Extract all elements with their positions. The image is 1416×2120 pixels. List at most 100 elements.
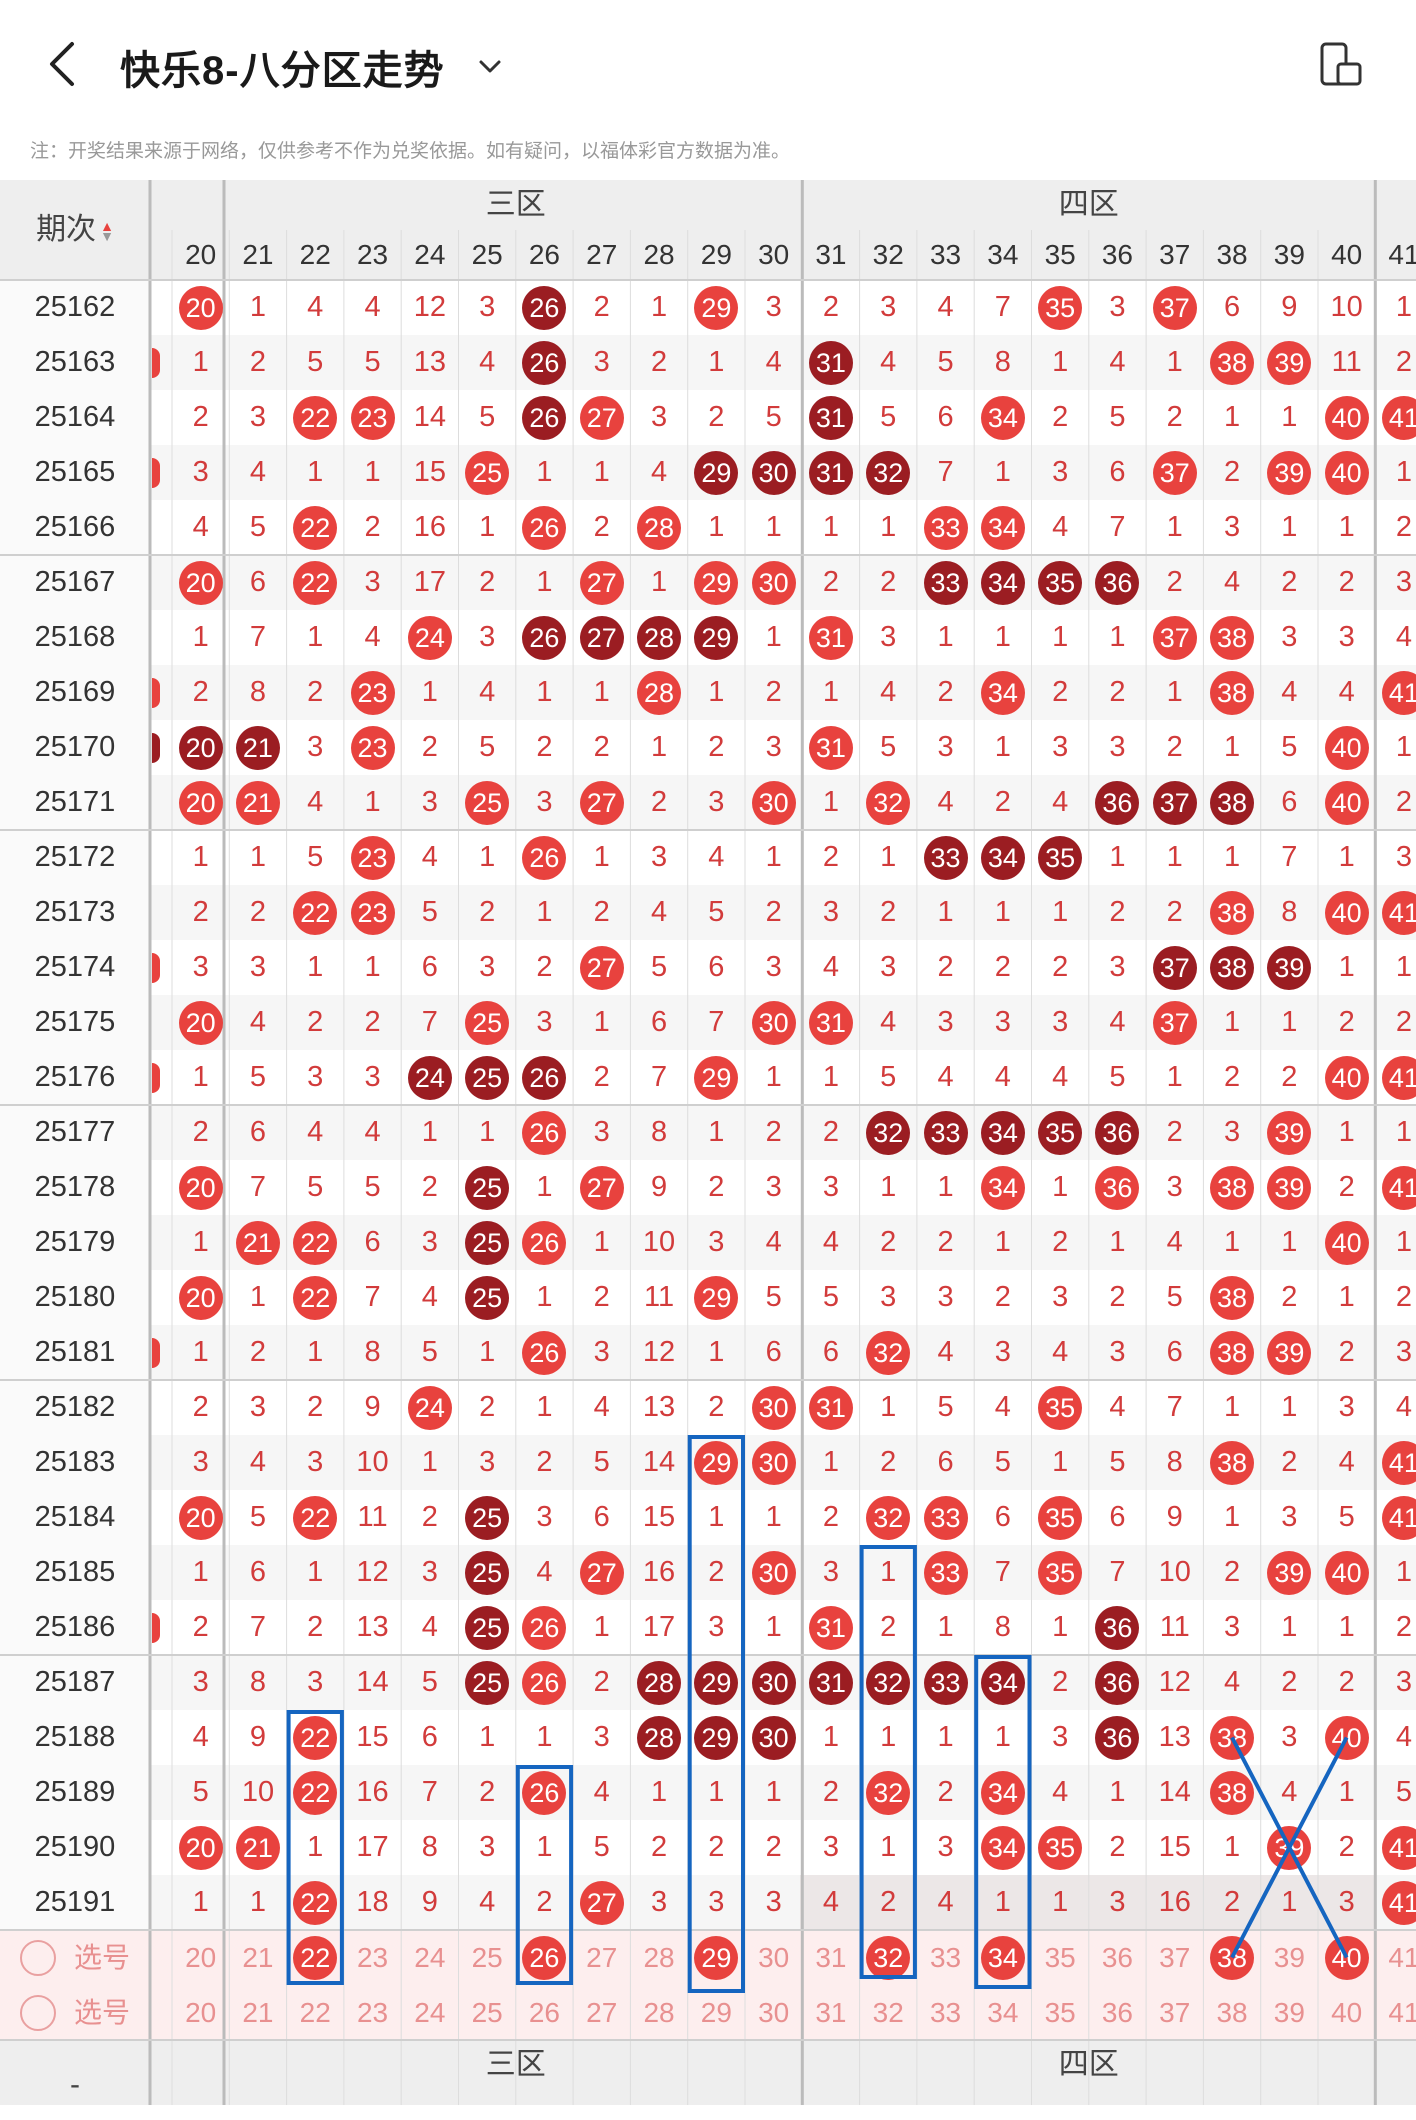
select-cell-37[interactable]: 37: [1159, 1997, 1191, 2028]
column-header-27[interactable]: 27: [586, 239, 618, 270]
select-cell-24[interactable]: 24: [414, 1942, 446, 1973]
column-header-24[interactable]: 24: [414, 239, 446, 270]
column-header-33[interactable]: 33: [929, 239, 962, 270]
trend-cell-33-ball: 33: [923, 560, 968, 605]
device-rotate-icon[interactable]: [1318, 42, 1364, 88]
trend-cell-25-ball: 25: [465, 1165, 510, 1210]
column-header-40[interactable]: 40: [1331, 239, 1363, 270]
select-cell-25[interactable]: 25: [471, 1942, 503, 1973]
select-cell-31[interactable]: 31: [815, 1942, 847, 1973]
select-cell-22-ball[interactable]: 22: [293, 1935, 338, 1980]
column-header-22[interactable]: 22: [299, 239, 331, 270]
trend-cell-41: 3: [1395, 1666, 1413, 1698]
trend-cell-29-ball: 29: [694, 285, 739, 330]
trend-cell-20: 2: [192, 1116, 209, 1148]
trend-cell-23: 17: [356, 1831, 389, 1863]
trend-cell-32: 2: [880, 1226, 897, 1258]
select-cell-23[interactable]: 23: [356, 1942, 389, 1973]
column-header-23[interactable]: 23: [356, 239, 389, 270]
column-header-36[interactable]: 36: [1101, 239, 1134, 270]
trend-cell-25-ball: 25: [465, 1275, 510, 1320]
column-header-34[interactable]: 34: [987, 239, 1019, 270]
select-cell-41[interactable]: 41: [1388, 1942, 1416, 1973]
trend-cell-32: 2: [880, 1446, 897, 1478]
select-cell-34-ball[interactable]: 34: [980, 1935, 1025, 1980]
trend-cell-39: 1: [1281, 1006, 1298, 1038]
select-cell-27[interactable]: 27: [586, 1997, 618, 2028]
trend-cell-39-ball: 39: [1267, 1550, 1312, 1595]
trend-cell-30-ball: 30: [751, 1715, 796, 1760]
select-cell-39[interactable]: 39: [1273, 1997, 1305, 2028]
select-cell-25[interactable]: 25: [471, 1997, 503, 2028]
select-cell-26-ball[interactable]: 26: [522, 1935, 567, 1980]
column-header-39[interactable]: 39: [1273, 239, 1305, 270]
select-cell-28[interactable]: 28: [643, 1997, 675, 2028]
trend-cell-31: 1: [822, 1721, 840, 1753]
trend-cell-25: 2: [479, 566, 496, 598]
trend-cell-22: 3: [307, 1446, 324, 1478]
column-header-21[interactable]: 21: [242, 239, 274, 270]
trend-cell-29-ball: 29: [694, 1660, 739, 1705]
select-cell-24[interactable]: 24: [414, 1997, 446, 2028]
select-radio[interactable]: [20, 1994, 56, 2031]
select-cell-26[interactable]: 26: [528, 1997, 561, 2028]
trend-cell-36-ball: 36: [1095, 560, 1140, 605]
select-cell-32[interactable]: 32: [872, 1997, 904, 2028]
trend-cell-29: 7: [708, 1006, 725, 1038]
select-cell-35[interactable]: 35: [1044, 1942, 1076, 1973]
select-cell-29-ball[interactable]: 29: [694, 1935, 739, 1980]
column-header-30[interactable]: 30: [758, 239, 790, 270]
select-cell-23[interactable]: 23: [356, 1997, 389, 2028]
select-cell-40-ball[interactable]: 40: [1324, 1935, 1369, 1980]
select-cell-37[interactable]: 37: [1159, 1942, 1191, 1973]
select-cell-36[interactable]: 36: [1101, 1942, 1134, 1973]
trend-cell-23: 1: [364, 786, 381, 818]
select-cell-34[interactable]: 34: [987, 1997, 1019, 2028]
back-icon[interactable]: [40, 36, 88, 92]
trend-cell-39-ball: 39: [1267, 1330, 1312, 1375]
period-cell: 25172: [34, 841, 116, 873]
trend-cell-38: 4: [1223, 566, 1241, 598]
select-cell-40[interactable]: 40: [1331, 1997, 1363, 2028]
trend-cell-40: 1: [1338, 1281, 1355, 1313]
column-header-26[interactable]: 26: [528, 239, 561, 270]
select-cell-30[interactable]: 30: [758, 1942, 790, 1973]
select-cell-31[interactable]: 31: [815, 1997, 847, 2028]
select-cell-39[interactable]: 39: [1273, 1942, 1305, 1973]
trend-cell-21: 8: [249, 676, 267, 708]
select-cell-22[interactable]: 22: [299, 1997, 331, 2028]
select-cell-32-ball[interactable]: 32: [866, 1935, 911, 1980]
column-header-35[interactable]: 35: [1044, 239, 1076, 270]
column-header-32[interactable]: 32: [872, 239, 904, 270]
select-cell-36[interactable]: 36: [1101, 1997, 1134, 2028]
select-cell-27[interactable]: 27: [586, 1942, 618, 1973]
column-header-25[interactable]: 25: [471, 239, 503, 270]
column-header-38[interactable]: 38: [1216, 239, 1248, 270]
column-header-37[interactable]: 37: [1159, 239, 1191, 270]
title-selector[interactable]: 快乐8-八分区走势: [120, 38, 505, 96]
select-cell-30[interactable]: 30: [758, 1997, 790, 2028]
trend-cell-23: 16: [356, 1776, 389, 1808]
select-cell-41[interactable]: 41: [1388, 1997, 1416, 2028]
select-cell-20[interactable]: 20: [185, 1942, 217, 1973]
select-cell-38[interactable]: 38: [1216, 1997, 1248, 2028]
period-header[interactable]: 期次 ▲ ▼: [0, 180, 150, 280]
trend-cell-26-ball: 26: [522, 1220, 567, 1265]
column-header-20[interactable]: 20: [185, 239, 217, 270]
select-cell-21[interactable]: 21: [242, 1942, 274, 1973]
column-header-31[interactable]: 31: [815, 239, 847, 270]
select-cell-20[interactable]: 20: [185, 1997, 217, 2028]
select-cell-33[interactable]: 33: [929, 1942, 962, 1973]
column-header-41[interactable]: 41: [1388, 239, 1416, 270]
select-radio[interactable]: [20, 1939, 56, 1976]
select-cell-29[interactable]: 29: [700, 1997, 732, 2028]
column-header-29[interactable]: 29: [700, 239, 732, 270]
select-cell-28[interactable]: 28: [643, 1942, 675, 1973]
select-row-label[interactable]: 选号: [73, 1942, 130, 1973]
select-cell-38-ball[interactable]: 38: [1210, 1935, 1255, 1980]
select-row-label[interactable]: 选号: [73, 1997, 130, 2028]
column-header-28[interactable]: 28: [643, 239, 675, 270]
select-cell-21[interactable]: 21: [242, 1997, 274, 2028]
select-cell-33[interactable]: 33: [929, 1997, 962, 2028]
select-cell-35[interactable]: 35: [1044, 1997, 1076, 2028]
